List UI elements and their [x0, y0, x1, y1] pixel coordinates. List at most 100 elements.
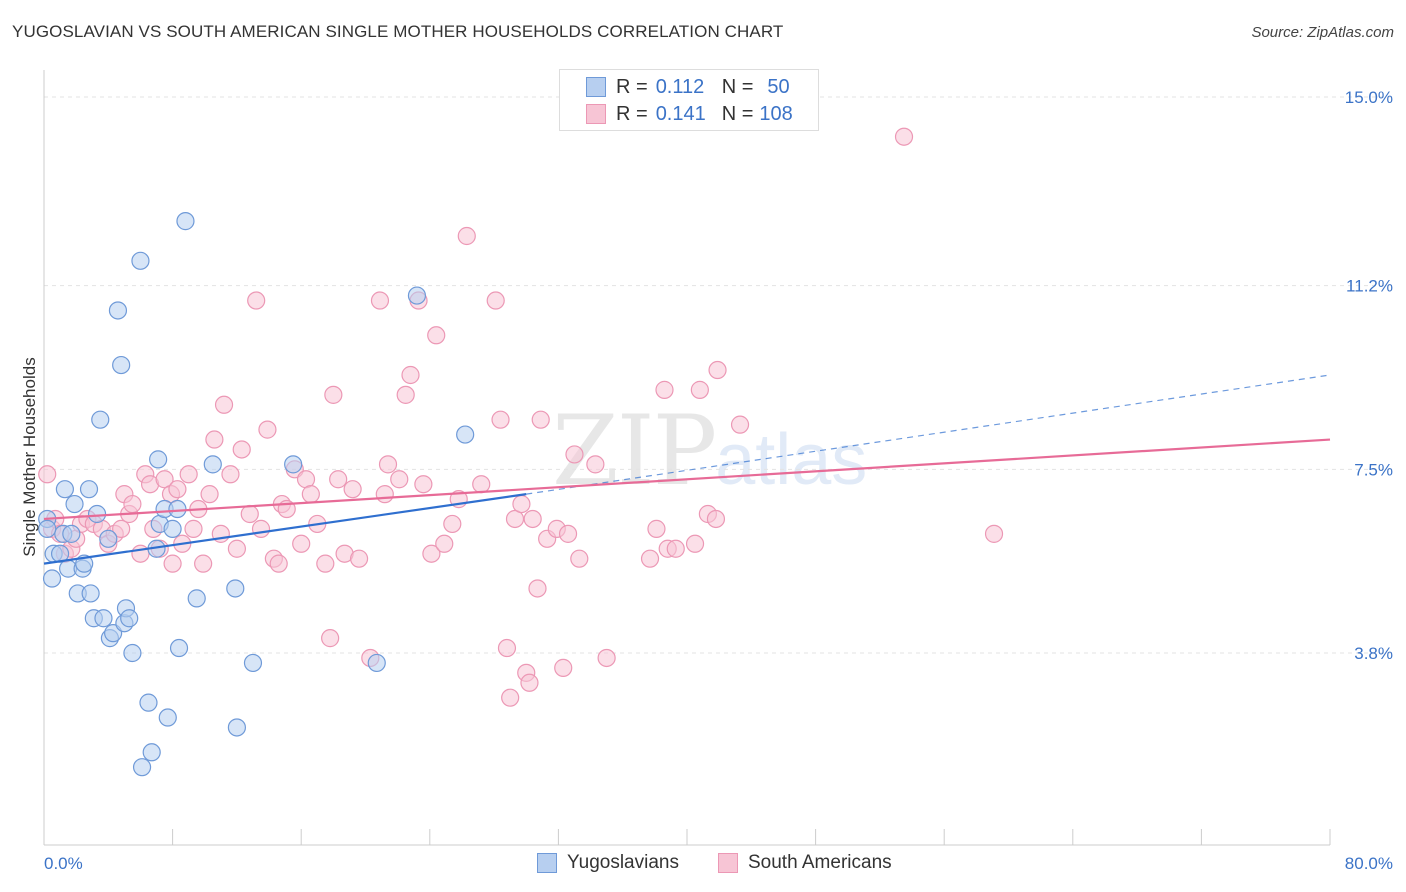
bottom-legend-south-americans: South Americans — [718, 852, 892, 874]
yugoslavian-point — [243, 653, 263, 673]
south-american-point — [706, 509, 726, 529]
yugoslavian-point — [203, 455, 222, 474]
y-tick-label: 3.8% — [1354, 644, 1393, 663]
stats-legend: R = 0.112 N = 50 R = 0.141 N = 108 — [559, 69, 819, 131]
legend-row-yugoslavians: R = 0.112 N = 50 — [586, 76, 790, 98]
south-american-point — [520, 673, 539, 692]
yugoslavian-point — [158, 708, 177, 727]
south-american-point — [472, 475, 491, 494]
south-american-point — [349, 549, 369, 568]
legend-r-label: R = — [616, 102, 648, 125]
yugoslavian-point — [108, 301, 128, 320]
south-american-point — [666, 539, 685, 558]
yugoslavian-point — [55, 480, 74, 499]
y-tick-label: 7.5% — [1354, 460, 1393, 479]
south-american-point — [179, 465, 198, 484]
legend-n-value: 108 — [759, 102, 793, 125]
yugoslavian-point — [65, 494, 84, 514]
y-tick-label: 11.2% — [1346, 277, 1393, 296]
south-american-point — [227, 539, 246, 558]
yugoslavian-point — [38, 519, 57, 538]
south-american-point — [730, 415, 750, 434]
yugoslavian-point — [139, 693, 158, 712]
legend-n-label: N = — [721, 75, 754, 98]
south-american-point — [531, 410, 550, 429]
south-american-point — [894, 127, 914, 146]
south-american-point — [221, 465, 240, 484]
yugoslavian-point — [227, 718, 246, 737]
south-american-point — [168, 480, 187, 499]
south-american-point — [443, 514, 462, 534]
south-american-point — [501, 688, 520, 707]
yugoslavian-point — [123, 643, 142, 663]
south-american-point — [240, 504, 259, 524]
yugoslavian-point — [168, 499, 187, 519]
south-american-point — [435, 534, 454, 553]
south-american-point — [194, 554, 213, 573]
y-tick-label: 15.0% — [1345, 88, 1393, 107]
yugoslavian-trend-extension — [526, 374, 1331, 495]
yugoslavian-point — [149, 450, 168, 469]
south-american-point — [396, 385, 415, 404]
legend-n-value: 50 — [767, 75, 790, 98]
south-american-point — [324, 385, 343, 404]
south-american-point — [292, 534, 311, 553]
south-american-point — [422, 544, 441, 563]
south-american-point — [570, 549, 589, 568]
south-american-point — [597, 648, 616, 668]
south-american-point — [491, 410, 510, 429]
south-american-point — [378, 455, 398, 474]
south-american-point — [329, 470, 348, 489]
south-american-point — [123, 494, 142, 514]
bottom-legend-swatch-pink — [718, 853, 738, 873]
south-american-point — [647, 519, 666, 538]
yugoslavian-point — [407, 286, 427, 305]
south-american-point — [343, 480, 362, 499]
south-american-point — [316, 554, 335, 573]
yugoslavian-point — [163, 519, 182, 538]
yugoslavian-point — [112, 355, 131, 375]
south-american-point — [523, 509, 542, 529]
legend-swatch-blue — [586, 77, 606, 97]
south-american-point — [370, 291, 390, 310]
south-american-point — [38, 465, 57, 484]
south-american-point — [984, 524, 1004, 543]
south-american-point — [247, 291, 266, 310]
south-american-point — [163, 554, 182, 573]
south-american-point — [269, 554, 288, 573]
bottom-legend-label: South Americans — [748, 852, 892, 873]
south-american-point — [690, 380, 709, 399]
bottom-legend-label: Yugoslavians — [567, 852, 679, 873]
yugoslavian-point — [131, 251, 150, 270]
south-american-point — [512, 494, 531, 514]
south-american-point — [486, 291, 505, 310]
south-american-point — [200, 485, 219, 504]
yugoslavian-point — [226, 579, 245, 598]
south-american-point — [655, 380, 674, 399]
south-american-point — [258, 420, 277, 439]
source-label: Source: ZipAtlas.com — [1251, 24, 1394, 41]
south-american-point — [685, 534, 705, 553]
chart-title: YUGOSLAVIAN VS SOUTH AMERICAN SINGLE MOT… — [12, 22, 784, 41]
legend-row-south-americans: R = 0.141 N = 108 — [586, 103, 793, 125]
yugoslavian-point — [81, 584, 100, 603]
south-american-point — [205, 430, 224, 449]
south-american-point — [375, 485, 394, 504]
south-american-point — [131, 544, 150, 563]
south-american-point — [112, 519, 131, 538]
legend-r-value: 0.112 — [655, 75, 705, 98]
yugoslavian-point — [99, 529, 118, 548]
legend-r-label: R = — [616, 75, 648, 98]
yugoslavian-point — [91, 410, 110, 429]
yugoslavian-point — [87, 504, 107, 524]
south-american-point — [457, 226, 476, 246]
south-american-point — [528, 579, 547, 598]
bottom-legend-swatch-blue — [537, 853, 557, 873]
south-american-point — [214, 395, 234, 414]
legend-r-value: 0.141 — [655, 102, 706, 125]
south-american-point — [232, 440, 251, 459]
yugoslavian-point — [42, 569, 62, 588]
south-american-point — [184, 519, 203, 538]
south-american-point — [414, 475, 433, 494]
